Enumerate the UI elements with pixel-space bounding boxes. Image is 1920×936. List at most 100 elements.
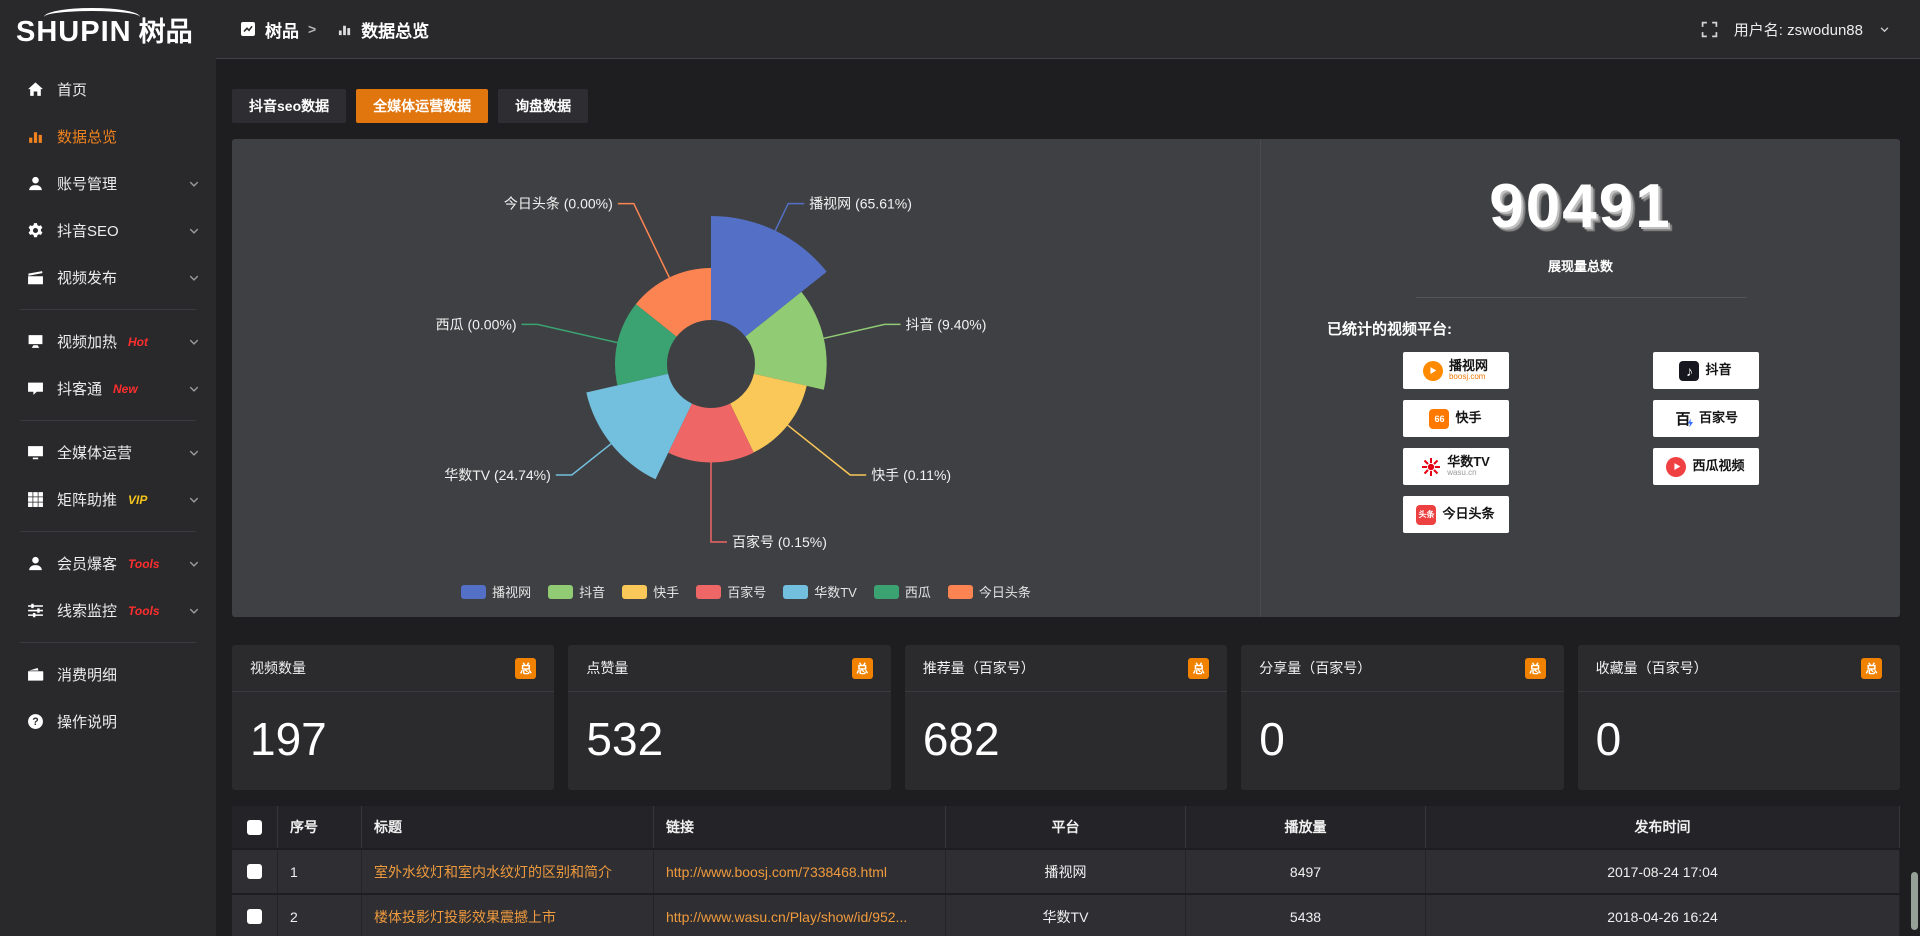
sidebar-item-账号管理[interactable]: 账号管理 bbox=[0, 160, 216, 207]
legend-label: 华数TV bbox=[814, 585, 857, 600]
stat-card-分享量（百家号）: 分享量（百家号） 总 0 bbox=[1241, 645, 1564, 790]
sidebar-item-操作说明[interactable]: ? 操作说明 bbox=[0, 698, 216, 745]
pie-slice-播视网[interactable] bbox=[711, 216, 827, 337]
topbar-right: 用户名: zswodun88 bbox=[1701, 19, 1890, 40]
pie-slice-百家号[interactable] bbox=[668, 403, 754, 463]
sidebar-item-视频发布[interactable]: 视频发布 bbox=[0, 254, 216, 301]
platform-card-text: 百家号 bbox=[1699, 411, 1738, 426]
legend-item-快手[interactable]: 快手 bbox=[622, 582, 679, 601]
user-icon bbox=[26, 175, 44, 193]
grid-icon bbox=[26, 491, 44, 509]
sidebar-item-抖客通[interactable]: 抖客通 New bbox=[0, 365, 216, 412]
gear-icon bbox=[26, 222, 44, 240]
legend-item-华数TV[interactable]: 华数TV bbox=[783, 582, 857, 601]
legend-item-西瓜[interactable]: 西瓜 bbox=[873, 582, 931, 601]
table-cell-select bbox=[232, 895, 278, 936]
app-logo[interactable]: SHUPIN 树品 bbox=[0, 7, 216, 49]
stat-card-header: 视频数量 总 bbox=[232, 645, 555, 692]
legend-swatch bbox=[783, 584, 809, 599]
breadcrumb-root[interactable]: 树品 bbox=[265, 21, 299, 41]
sidebar-item-会员爆客[interactable]: 会员爆客 Tools bbox=[0, 540, 216, 587]
username[interactable]: 用户名: zswodun88 bbox=[1733, 21, 1863, 39]
sidebar-item-抖音SEO[interactable]: 抖音SEO bbox=[0, 207, 216, 254]
stat-card-header: 分享量（百家号） 总 bbox=[1241, 645, 1564, 692]
stat-card-title: 点赞量 bbox=[586, 660, 629, 676]
tab-全媒体运营数据[interactable]: 全媒体运营数据 bbox=[356, 89, 489, 123]
chevron-down-icon[interactable] bbox=[1879, 24, 1890, 35]
sidebar-item-全媒体运营[interactable]: 全媒体运营 bbox=[0, 429, 216, 476]
sidebar-divider bbox=[20, 420, 196, 421]
sidebar-item-矩阵助推[interactable]: 矩阵助推 VIP bbox=[0, 476, 216, 523]
platform-card-播视网[interactable]: 播视网 boosj.com bbox=[1402, 352, 1509, 389]
rose-pie-svg: 播视网 (65.61%) 抖音 (9.40%) 快手 (0.11%) 百家号 (0.1… bbox=[436, 196, 987, 550]
pie-slice-快手[interactable] bbox=[730, 373, 807, 453]
platform-name: 今日头条 bbox=[1442, 506, 1495, 522]
tab-抖音seo数据[interactable]: 抖音seo数据 bbox=[232, 89, 347, 123]
total-badge[interactable]: 总 bbox=[515, 657, 537, 679]
platform-domain: boosj.com bbox=[1448, 372, 1486, 382]
platform-card-快手[interactable]: 66 快手 bbox=[1402, 400, 1509, 437]
pie-slice-西瓜[interactable] bbox=[614, 304, 677, 386]
sidebar: 首页 数据总览 账号管理 抖音SEO 视频发布 视频加热 Hot bbox=[0, 58, 216, 936]
total-badge[interactable]: 总 bbox=[851, 657, 873, 679]
breadcrumb-current[interactable]: 数据总览 bbox=[361, 21, 430, 41]
platform-name: 抖音 bbox=[1705, 362, 1732, 378]
table-row: 2 楼体投影灯投影效果震撼上市 http://www.wasu.cn/Play/… bbox=[232, 895, 1900, 936]
platform-card-华数TV[interactable]: 华数TV wasu.cn bbox=[1402, 448, 1509, 485]
legend-swatch bbox=[873, 584, 899, 599]
total-badge[interactable]: 总 bbox=[1861, 657, 1883, 679]
chevron-down-icon bbox=[188, 225, 200, 237]
legend-item-百家号[interactable]: 百家号 bbox=[696, 582, 766, 601]
question-icon: ? bbox=[26, 713, 44, 731]
wallet-icon bbox=[26, 666, 44, 684]
platform-card-西瓜视频[interactable]: 西瓜视频 bbox=[1652, 448, 1759, 485]
platform-card-今日头条[interactable]: 头条 今日头条 bbox=[1402, 496, 1509, 533]
xigua-play-icon bbox=[1666, 456, 1687, 477]
data-table: 序号 标题 链接 平台 播放量 发布时间 1 室外水纹灯和室内水纹灯的区别和简介 http… bbox=[232, 806, 1900, 936]
legend-item-今日头条[interactable]: 今日头条 bbox=[947, 582, 1031, 601]
legend-label: 百家号 bbox=[727, 585, 767, 600]
legend-item-抖音[interactable]: 抖音 bbox=[548, 582, 605, 601]
media-icon bbox=[26, 444, 44, 462]
table-header-发布时间: 发布时间 bbox=[1426, 806, 1900, 848]
pie-label-line bbox=[774, 202, 805, 232]
pie-label: 西瓜 (0.00%) bbox=[436, 316, 517, 332]
table-cell-link[interactable]: http://www.wasu.cn/Play/show/id/952... bbox=[654, 895, 946, 936]
sidebar-item-视频加热[interactable]: 视频加热 Hot bbox=[0, 318, 216, 365]
pie-chart: 播视网 (65.61%) 抖音 (9.40%) 快手 (0.11%) 百家号 (0.1… bbox=[232, 139, 1260, 617]
chevron-down-icon bbox=[188, 605, 200, 617]
table-cell-link[interactable]: http://www.boosj.com/7338468.html bbox=[654, 850, 946, 893]
legend-label: 播视网 bbox=[492, 585, 532, 600]
legend-swatch bbox=[947, 584, 973, 599]
table-cell-views: 5438 bbox=[1186, 895, 1426, 936]
sidebar-item-线索监控[interactable]: 线索监控 Tools bbox=[0, 587, 216, 634]
platform-card-抖音[interactable]: ♪ 抖音 bbox=[1652, 352, 1759, 389]
legend-swatch bbox=[548, 584, 574, 599]
legend-item-播视网[interactable]: 播视网 bbox=[461, 582, 531, 601]
pie-label-line bbox=[617, 202, 670, 278]
sidebar-item-首页[interactable]: 首页 bbox=[0, 66, 216, 113]
tab-询盘数据[interactable]: 询盘数据 bbox=[498, 89, 589, 123]
pie-slice-华数TV[interactable] bbox=[586, 373, 692, 480]
table-header-标题: 标题 bbox=[362, 806, 654, 848]
scrollbar-thumb[interactable] bbox=[1911, 872, 1918, 930]
stat-card-点赞量: 点赞量 总 532 bbox=[568, 645, 891, 790]
heat-icon bbox=[26, 333, 44, 351]
platform-card-百家号[interactable]: 百 百家号 bbox=[1652, 400, 1759, 437]
row-checkbox[interactable] bbox=[247, 864, 262, 879]
sidebar-item-消费明细[interactable]: 消费明细 bbox=[0, 651, 216, 698]
table-header-序号: 序号 bbox=[278, 806, 362, 848]
platform-name: 播视网 bbox=[1448, 357, 1488, 373]
fullscreen-icon[interactable] bbox=[1701, 21, 1718, 38]
total-badge[interactable]: 总 bbox=[1524, 657, 1546, 679]
pie-slice-今日头条[interactable] bbox=[635, 267, 711, 337]
select-all-checkbox[interactable] bbox=[247, 819, 262, 835]
total-badge[interactable]: 总 bbox=[1188, 657, 1210, 679]
table-cell-title[interactable]: 室外水纹灯和室内水纹灯的区别和简介 bbox=[362, 850, 654, 893]
table-cell-title[interactable]: 楼体投影灯投影效果震撼上市 bbox=[362, 895, 654, 936]
table-row: 1 室外水纹灯和室内水纹灯的区别和简介 http://www.boosj.com… bbox=[232, 850, 1900, 893]
breadcrumb-separator: > bbox=[308, 21, 317, 37]
pie-slice-抖音[interactable] bbox=[745, 291, 827, 390]
sidebar-item-数据总览[interactable]: 数据总览 bbox=[0, 113, 216, 160]
row-checkbox[interactable] bbox=[247, 909, 262, 924]
